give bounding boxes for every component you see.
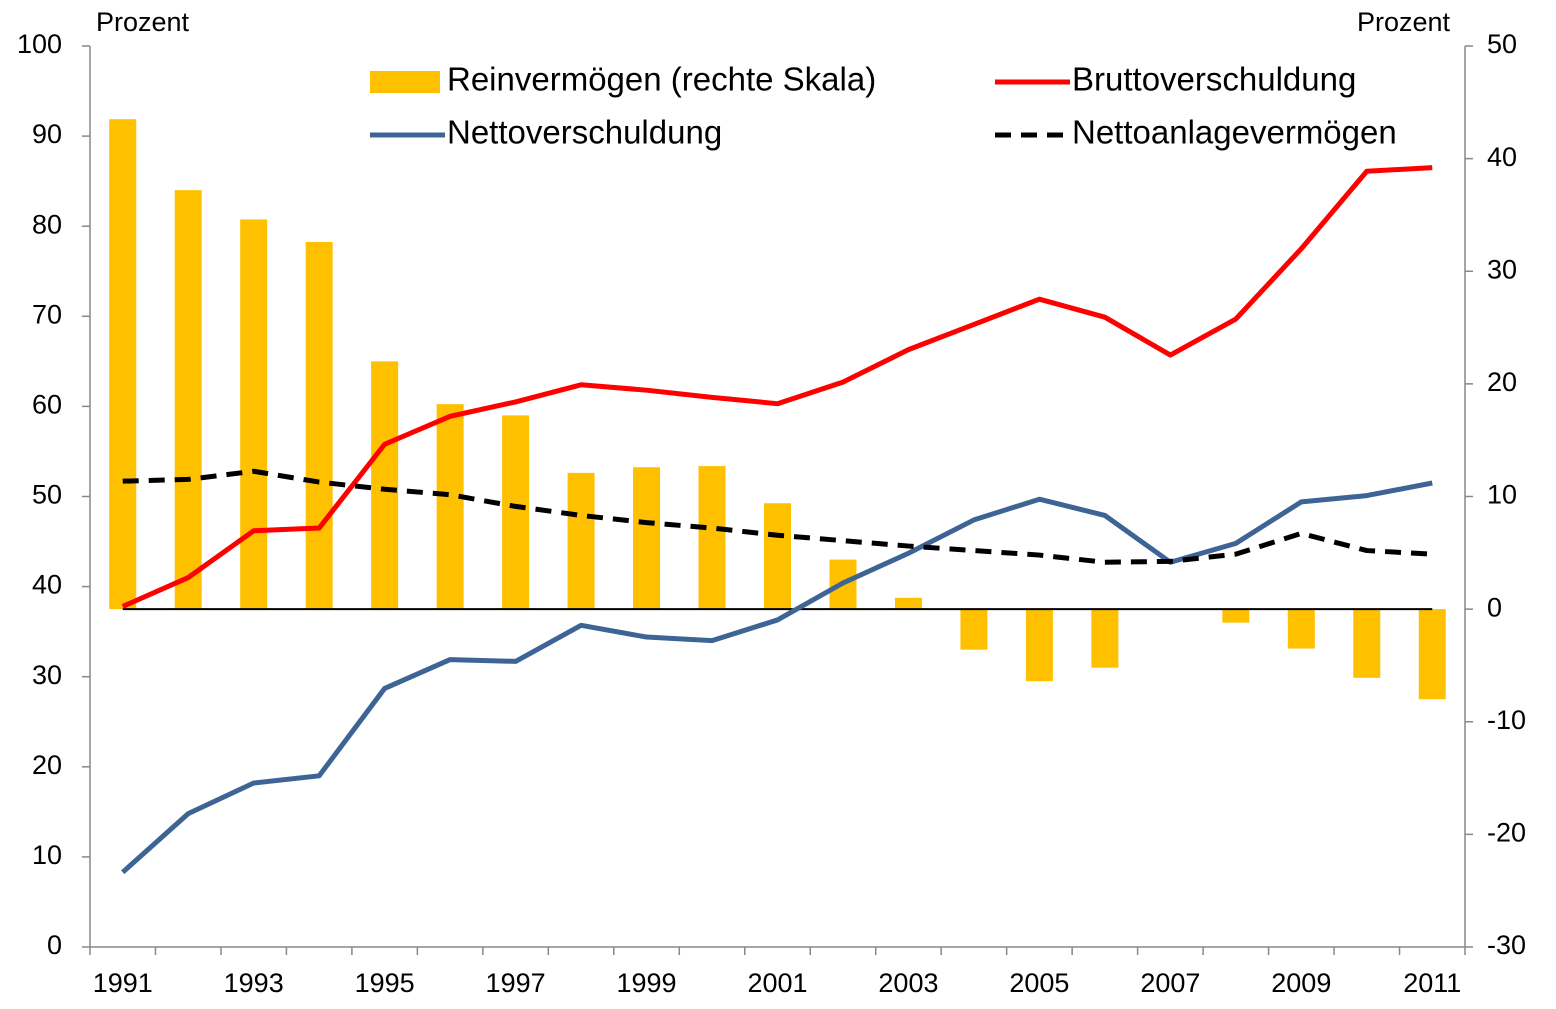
y2-tick-label: 30	[1487, 254, 1517, 284]
bar	[109, 119, 137, 610]
x-tick-label: 2001	[747, 968, 807, 998]
y2-tick-label: -30	[1487, 930, 1526, 960]
bar	[764, 503, 791, 610]
bar	[174, 190, 202, 610]
bar	[633, 467, 661, 610]
bar	[894, 597, 922, 610]
y2-tick-label: -20	[1487, 818, 1526, 848]
y2-tick-label: 10	[1487, 480, 1517, 510]
y-axis-label: Prozent	[96, 7, 190, 37]
bar	[1287, 609, 1315, 649]
y-tick-label: 10	[32, 840, 62, 870]
x-tick-label: 2011	[1403, 968, 1461, 998]
bar	[1091, 609, 1119, 668]
y2-tick-label: -10	[1487, 705, 1526, 735]
line-series	[122, 468, 1433, 565]
bar	[1025, 609, 1053, 682]
y-tick-label: 90	[32, 119, 62, 149]
bar	[1222, 609, 1250, 623]
bar	[436, 404, 464, 610]
x-tick-label: 2003	[878, 968, 938, 998]
legend-label: Reinvermögen (rechte Skala)	[447, 61, 876, 98]
x-tick-label: 1995	[355, 968, 415, 998]
x-tick-label: 2009	[1271, 968, 1331, 998]
bar	[567, 472, 595, 610]
line-series	[121, 480, 1433, 875]
bar	[698, 466, 726, 610]
x-tick-label: 1997	[486, 968, 546, 998]
bar	[240, 219, 268, 610]
line-series	[121, 165, 1433, 609]
x-tick-label: 2005	[1009, 968, 1069, 998]
bar	[960, 609, 988, 650]
legend-label: Nettoanlagevermögen	[1072, 114, 1397, 151]
y-tick-label: 30	[32, 660, 62, 690]
bar	[1353, 609, 1381, 678]
x-tick-label: 1991	[93, 968, 153, 998]
x-tick-label: 1993	[224, 968, 284, 998]
legend-label: Nettoverschuldung	[447, 114, 722, 151]
y2-tick-label: 20	[1487, 367, 1517, 397]
y2-tick-label: 50	[1487, 29, 1517, 59]
bar	[1418, 609, 1446, 700]
legend-swatch	[370, 71, 440, 93]
y-tick-label: 40	[32, 570, 62, 600]
y-tick-label: 20	[32, 750, 62, 780]
bar	[502, 415, 530, 610]
y2-tick-label: 40	[1487, 142, 1517, 172]
y-tick-label: 70	[32, 299, 62, 329]
y-tick-label: 60	[32, 390, 62, 420]
bar	[305, 241, 333, 610]
x-tick-label: 1999	[617, 968, 677, 998]
y2-axis-label: Prozent	[1357, 7, 1451, 37]
y-tick-label: 100	[17, 29, 62, 59]
y-tick-label: 50	[32, 480, 62, 510]
y-tick-label: 80	[32, 209, 62, 239]
x-tick-label: 2007	[1140, 968, 1200, 998]
bar	[371, 361, 399, 610]
y-tick-label: 0	[47, 930, 62, 960]
legend-label: Bruttoverschuldung	[1072, 61, 1356, 98]
y2-tick-label: 0	[1487, 592, 1502, 622]
